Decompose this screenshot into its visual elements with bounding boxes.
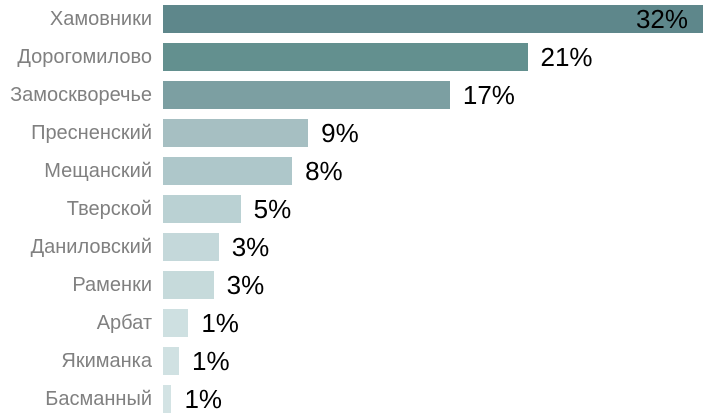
bar [163, 233, 219, 261]
category-label: Мещанский [44, 160, 152, 182]
value-label: 3% [231, 232, 270, 262]
category-label: Замоскворечье [10, 84, 152, 106]
bar: 32% [163, 5, 703, 33]
bar [163, 81, 450, 109]
bar-row: Мещанский 8% [0, 152, 706, 190]
bar [163, 43, 528, 71]
bar-row: Арбат 1% [0, 304, 706, 342]
bar [163, 271, 214, 299]
bar-row: Замоскворечье 17% [0, 76, 706, 114]
value-label: 5% [253, 194, 292, 224]
value-label: 32% [635, 4, 688, 34]
category-label: Басманный [45, 388, 152, 410]
category-label: Арбат [96, 312, 152, 334]
bar-row: Дорогомилово 21% [0, 38, 706, 76]
category-label: Пресненский [31, 122, 152, 144]
bar-row: Хамовники 32% [0, 0, 706, 38]
value-label: 1% [192, 346, 230, 376]
bar-row: Даниловский 3% [0, 228, 706, 266]
value-label: 21% [540, 42, 593, 72]
value-label: 1% [201, 308, 239, 338]
bar-row: Пресненский 9% [0, 114, 706, 152]
bar [163, 195, 241, 223]
bar [163, 157, 293, 185]
category-label: Тверской [66, 198, 152, 220]
bar-row: Тверской 5% [0, 190, 706, 228]
value-label: 17% [462, 80, 515, 110]
category-label: Даниловский [30, 236, 152, 258]
bar-row: Якиманка 1% [0, 342, 706, 380]
value-label: 3% [226, 270, 265, 300]
value-label: 9% [321, 118, 359, 148]
category-label: Якиманка [61, 350, 152, 372]
value-label: 8% [305, 156, 343, 186]
bar [163, 309, 189, 337]
category-label: Дорогомилово [17, 46, 152, 68]
bar [163, 347, 180, 375]
bar [163, 119, 309, 147]
bar-row: Басманный 1% [0, 380, 706, 418]
category-label: Раменки [72, 274, 152, 296]
bar [163, 385, 172, 413]
category-label: Хамовники [49, 8, 152, 30]
bar-row: Раменки 3% [0, 266, 706, 304]
value-label: 1% [184, 384, 223, 414]
